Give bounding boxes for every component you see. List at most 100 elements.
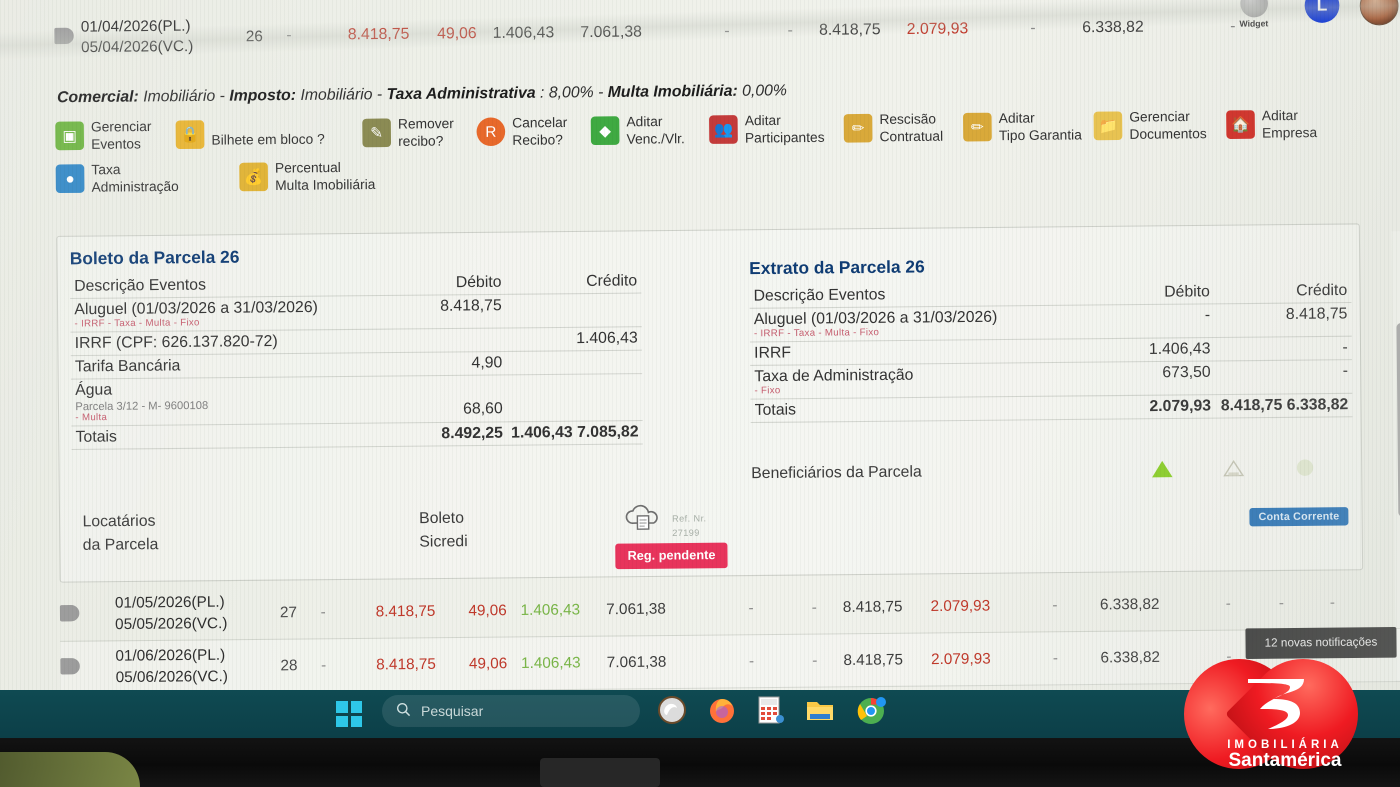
logo-line1: IMOBILIÁRIA (1227, 739, 1343, 751)
extrato-row-0-desc: Aluguel (01/03/2026 a 31/03/2026) - IRRF… (750, 305, 1091, 342)
list-row-1-c9: 2.079,93 (931, 650, 991, 669)
extrato-panel-title: Extrato da Parcela 26 (749, 257, 925, 279)
toolbar-button-gerenciar-eventos[interactable]: ▣ Gerenciar Eventos (55, 118, 176, 154)
contract-summary-line: Comercial: Imobiliário - Imposto: Imobil… (57, 79, 1077, 107)
taskbar-app-firefox-icon[interactable] (706, 694, 740, 728)
boleto-row-3-credito (506, 374, 642, 422)
toolbar-button-aditar-garantia[interactable]: ✏ Aditar Tipo Garantia (962, 110, 1094, 146)
boleto-header-debito: Débito (455, 273, 502, 292)
ref-number-label: Ref. Nr. 27199 (672, 513, 707, 538)
row-flag-icon[interactable] (60, 657, 87, 678)
extrato-panel: Extrato da Parcela 26 Descrição Eventos … (749, 253, 1353, 423)
extrato-totals-credito-val: 8.418,75 (1220, 396, 1283, 415)
extrato-row-1-desc: IRRF (754, 344, 792, 362)
toolbar-label-6: Rescisão Contratual (879, 111, 944, 145)
boleto-totals-saldo: 7.085,82 (576, 423, 639, 442)
toolbar-label-0: Gerenciar Eventos (90, 118, 152, 152)
boleto-row-1-debito (396, 328, 506, 353)
list-row-1-c1: - (320, 656, 327, 675)
list-row-0-c12: - (1225, 594, 1231, 613)
row-flag-icon[interactable] (54, 27, 81, 49)
monitor-screen: 01/04/2026(PL.) 05/04/2026(VC.) 26 - 8.4… (0, 0, 1400, 690)
toolbar-button-bilhete-bloco[interactable]: 🔒 Bilhete em bloco ? (175, 117, 363, 150)
locatarios-label: Locatários da Parcela (82, 509, 158, 557)
extrato-totals-row: Totais 2.079,93 8.418,75 6.338,82 (750, 393, 1353, 423)
widget-button[interactable]: Widget (1233, 0, 1274, 29)
windows-start-icon[interactable] (336, 701, 362, 727)
taskbar-app-file-explorer-icon[interactable] (804, 694, 838, 728)
row-flag-icon[interactable] (59, 604, 87, 625)
row-c12: - (1230, 17, 1236, 35)
comercial-value: Imobiliário (143, 87, 216, 106)
table-row[interactable]: Aluguel (01/03/2026 a 31/03/2026) - IRRF… (749, 302, 1352, 342)
imposto-label: Imposto: (229, 86, 297, 105)
toolbar-button-aditar-participantes[interactable]: 👥 Aditar Participantes (709, 112, 844, 148)
santamerica-mark-icon (1248, 679, 1304, 729)
action-toolbar: ▣ Gerenciar Eventos 🔒 Bilhete em bloco ?… (55, 107, 1392, 206)
toolbar-label-10: Taxa Administração (91, 161, 179, 195)
beneficiary-pale-icon[interactable] (1294, 457, 1317, 483)
toolbar-button-aditar-empresa[interactable]: 🏠 Aditar Empresa (1226, 107, 1339, 143)
boleto-header-desc: Descrição Eventos (74, 276, 207, 295)
search-input[interactable]: Pesquisar (382, 695, 640, 727)
list-row-0-c2: 8.418,75 (375, 602, 436, 621)
monitor-bezel (0, 738, 1400, 787)
boleto-totals-row: Totais 8.492,25 1.406,43 7.085,82 (71, 420, 643, 450)
boleto-header-credito: Crédito (586, 272, 638, 290)
beneficiary-green-icon[interactable] (1151, 459, 1174, 485)
widget-icon (1239, 0, 1268, 18)
boleto-table: Descrição Eventos Débito Crédito Aluguel… (69, 270, 643, 450)
row-c2: 8.418,75 (347, 25, 410, 44)
toolbar-label-11: Percentual Multa Imobiliária (274, 159, 376, 193)
list-row-1-date-venc: 05/06/2026(VC.) (115, 667, 228, 686)
taskbar-app-calculator-icon[interactable] (754, 694, 788, 728)
row-c4: 1.406,43 (492, 24, 555, 42)
beneficiary-gray-icon[interactable] (1222, 458, 1245, 484)
taxa-admin-label: Taxa Administrativa (386, 84, 536, 104)
boleto-totals-debito: 8.492,25 (441, 424, 504, 443)
list-row-0-c9: 2.079,93 (930, 597, 991, 616)
extrato-header-debito: Débito (1164, 282, 1210, 301)
cloud-upload-icon[interactable] (623, 502, 662, 540)
boleto-row-0-desc: Aluguel (01/03/2026 a 31/03/2026) - IRRF… (70, 295, 396, 332)
list-row-1-parcela: 28 (280, 656, 298, 675)
toolbar-label-9: Aditar Empresa (1261, 107, 1318, 141)
list-row-1-dates: 01/06/2026(PL.) 05/06/2026(VC.) (115, 645, 268, 688)
toolbar-button-rescisao-contratual[interactable]: ✏ Rescisão Contratual (843, 111, 964, 147)
taskbar-app-edge-icon[interactable] (656, 694, 690, 728)
status-badge[interactable]: Reg. pendente (615, 542, 728, 569)
contract-termination-icon: ✏ (843, 113, 873, 143)
extrato-totals-debito: 2.079,93 (1149, 397, 1212, 416)
beneficiary-icons (1151, 457, 1316, 484)
taskbar-app-chrome-icon[interactable] (854, 694, 888, 728)
toolbar-button-aditar-venc[interactable]: ◆ Aditar Venc./Vlr. (590, 113, 710, 149)
row-c8: 8.418,75 (818, 20, 881, 39)
toolbar-button-cancelar-recibo[interactable]: R Cancelar Recibo? (476, 114, 591, 150)
boleto-row-3-desc: Água Parcela 3/12 - M- 9600108 - Multa (71, 376, 397, 426)
conta-corrente-badge[interactable]: Conta Corrente (1249, 507, 1349, 527)
table-row[interactable]: Aluguel (01/03/2026 a 31/03/2026) - IRRF… (70, 293, 642, 333)
boleto-row-3-debito: 68,60 (463, 399, 503, 418)
search-icon (396, 702, 411, 720)
list-row-1-c2: 8.418,75 (376, 655, 436, 674)
top-data-row[interactable]: 01/04/2026(PL.) 05/04/2026(VC.) 26 - 8.4… (54, 0, 1400, 69)
beneficiaries-label: Beneficiários da Parcela (751, 463, 922, 483)
table-row[interactable]: Água Parcela 3/12 - M- 9600108 - Multa 6… (70, 373, 643, 427)
multa-value: 0,00% (742, 82, 788, 100)
row-date-plan: 01/04/2026(PL.) (80, 17, 191, 36)
toolbar-label-5: Aditar Participantes (744, 112, 825, 146)
admin-fee-icon: ● (55, 164, 85, 194)
extrato-row-1-debito: 1.406,43 (1148, 340, 1211, 359)
sep-2: - (376, 85, 383, 104)
toolbar-button-remover-recibo[interactable]: ✎ Remover recibo? (362, 116, 477, 152)
list-row-1-c7: - (812, 651, 818, 670)
toolbar-button-taxa-administracao[interactable]: ● Taxa Administração (55, 161, 240, 197)
locatarios-line2: da Parcela (82, 536, 159, 555)
boleto-row-0-debito: 8.418,75 (440, 296, 502, 315)
extrato-row-0-sub: - IRRF - Taxa - Multa - Fixo (753, 326, 880, 340)
toolbar-button-gerenciar-documentos[interactable]: 📁 Gerenciar Documentos (1093, 108, 1227, 144)
toolbar-button-percentual-multa[interactable]: 💰 Percentual Multa Imobiliária (239, 159, 443, 195)
logo-line2: Santamérica (1228, 750, 1342, 771)
boleto-totals-label: Totais (75, 428, 117, 446)
